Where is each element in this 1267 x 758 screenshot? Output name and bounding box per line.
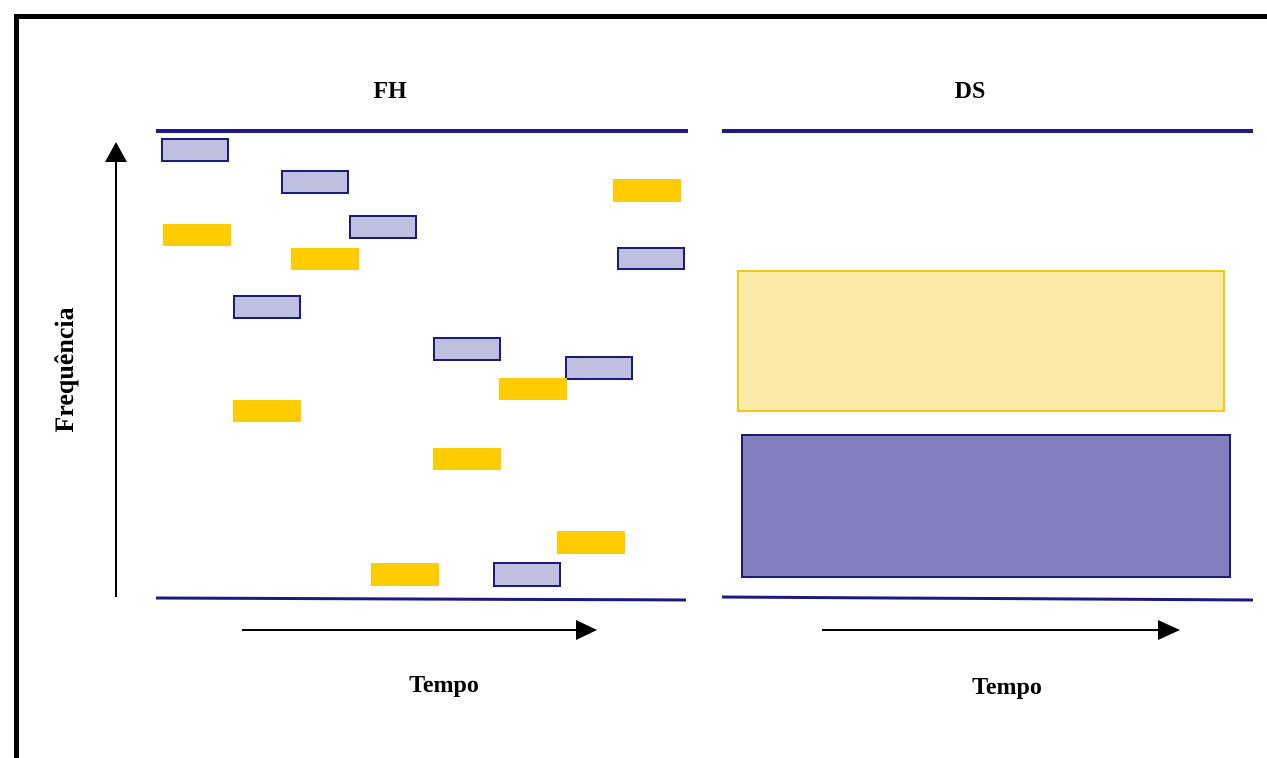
fh-hop-block — [163, 224, 231, 246]
fh-panel-title: FH — [373, 78, 407, 104]
ds-time-axis-label: Tempo — [972, 674, 1042, 700]
ds-spread-block-blue — [741, 434, 1231, 578]
fh-hop-blocks-series-2 — [163, 179, 681, 586]
fh-hop-block — [617, 247, 685, 270]
fh-hop-block — [493, 562, 561, 587]
fh-hop-block — [281, 170, 349, 194]
fh-band-bottom-line — [155, 596, 687, 602]
fh-hop-blocks-series-1 — [161, 138, 685, 587]
ds-band-bottom-line — [721, 595, 1254, 602]
fh-hop-block — [371, 563, 439, 586]
fh-hop-block — [499, 378, 567, 400]
fh-hop-block — [161, 138, 229, 162]
fh-time-axis-label: Tempo — [409, 672, 479, 698]
fh-hop-block — [613, 179, 681, 202]
ds-time-axis-arrowhead — [1158, 620, 1180, 640]
ds-panel-title: DS — [955, 78, 986, 104]
fh-hop-block — [557, 531, 625, 554]
frequency-axis-arrowhead — [105, 142, 127, 162]
fh-time-axis-arrowhead — [576, 620, 597, 640]
fh-hop-block — [291, 248, 359, 270]
ds-spread-block-yellow — [737, 270, 1225, 412]
frequency-axis-label: Frequência — [50, 307, 79, 432]
fh-hop-block — [233, 400, 301, 422]
fh-hop-block — [233, 295, 301, 319]
fh-hop-block — [565, 356, 633, 380]
fh-hop-block — [433, 448, 501, 470]
fh-hop-block — [349, 215, 417, 239]
fh-hop-block — [433, 337, 501, 361]
diagram-frame — [14, 14, 1267, 758]
